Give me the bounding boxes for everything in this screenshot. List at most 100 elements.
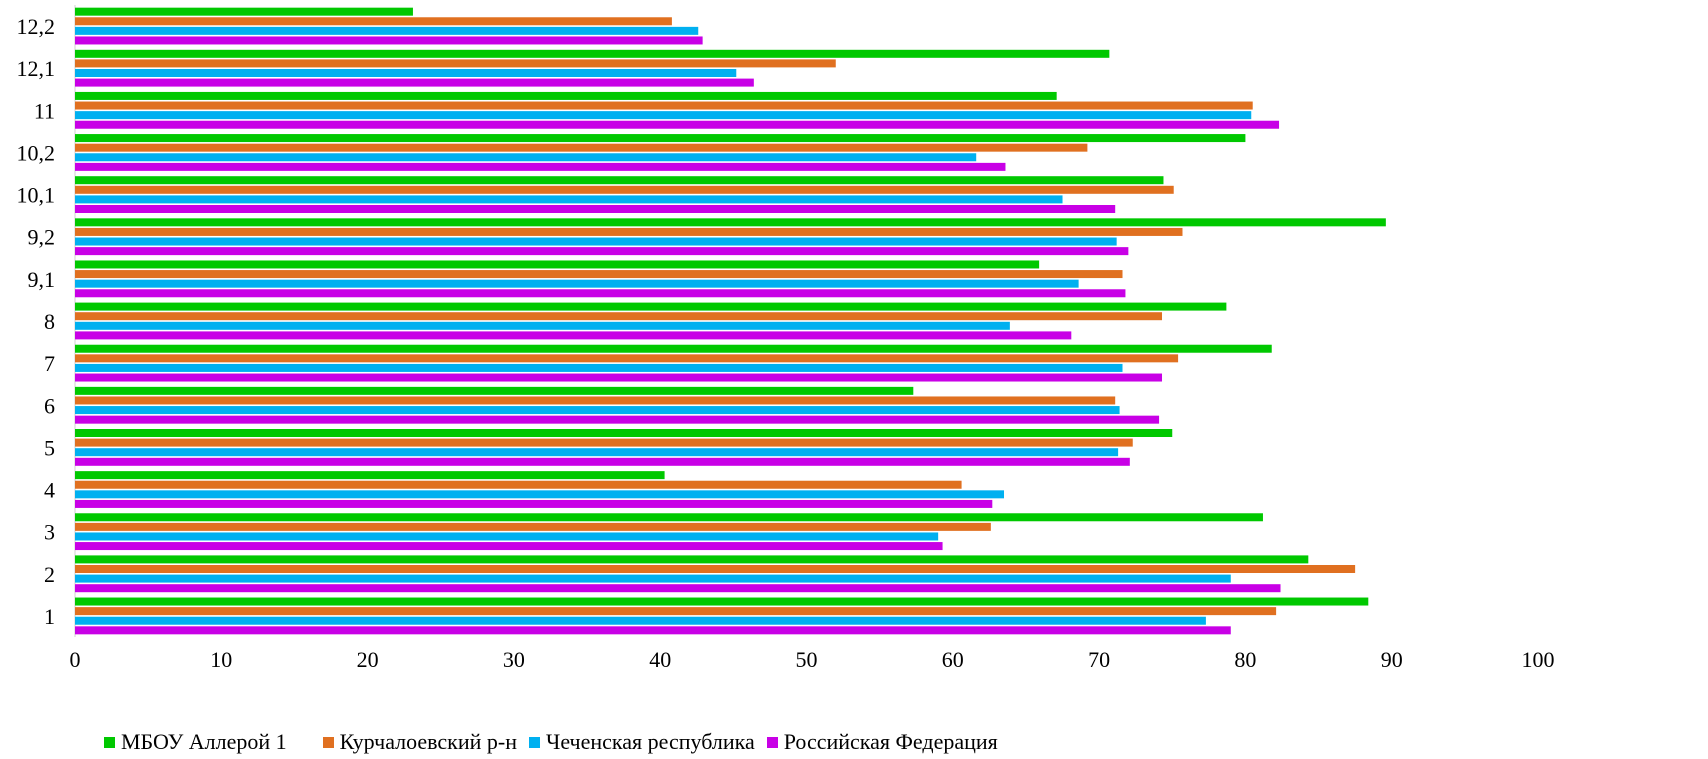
x-tick-label: 70: [1088, 647, 1110, 672]
bar-4-series-2: [75, 480, 962, 489]
category-label: 11: [34, 98, 55, 123]
bar-8-series-2: [75, 312, 1163, 321]
bar-9-2-series-2: [75, 227, 1183, 236]
bar-9-1-series-2: [75, 270, 1123, 279]
bars-layer: [75, 7, 1386, 635]
bar-8-series-3: [75, 321, 1010, 330]
bar-10-1-series-4: [75, 205, 1116, 213]
bar-4-series-1: [75, 471, 665, 480]
legend-swatch: [322, 736, 334, 748]
category-label: 10,2: [17, 140, 56, 165]
bar-11-series-3: [75, 111, 1252, 120]
category-label: 6: [44, 393, 55, 418]
bar-10-1-series-1: [75, 176, 1164, 185]
bar-7-series-1: [75, 344, 1272, 353]
bar-10-1-series-2: [75, 185, 1174, 194]
bar-8-series-1: [75, 302, 1227, 311]
x-tick-label: 60: [942, 647, 964, 672]
bar-2-series-4: [75, 584, 1281, 593]
legend-label: МБОУ Аллерой 1: [121, 729, 287, 754]
category-label: 9,1: [28, 267, 56, 292]
legend-swatch: [104, 736, 115, 748]
category-label: 2: [44, 562, 55, 587]
bar-11-series-1: [75, 91, 1057, 100]
x-tick-label: 50: [796, 647, 818, 672]
x-tick-label: 90: [1381, 647, 1403, 672]
x-tick-labels: 0 10 20 30 40 50 60 70 80 90 100: [70, 647, 1555, 672]
bar-9-1-series-4: [75, 289, 1126, 298]
legend-swatch: [529, 736, 541, 748]
bar-1-series-3: [75, 616, 1206, 625]
bar-10-2-series-2: [75, 143, 1088, 152]
x-tick-label: 10: [210, 647, 232, 672]
bar-12-1-series-4: [75, 78, 754, 87]
bar-6-series-1: [75, 386, 914, 395]
category-label: 5: [44, 435, 55, 460]
legend-item: Российская Федерация: [766, 729, 998, 755]
category-label: 7: [44, 351, 55, 376]
category-labels: 1 2 3 4 5 6 7 8 9,1 9,2 10,1 10,2 11 12,1 12,2: [17, 14, 56, 629]
bar-7-series-2: [75, 354, 1179, 363]
bar-11-series-2: [75, 101, 1253, 110]
bar-9-1-series-3: [75, 279, 1079, 288]
bar-12-2-series-1: [75, 7, 413, 16]
bar-9-2-series-3: [75, 237, 1117, 246]
bar-3-series-2: [75, 522, 991, 531]
bar-5-series-3: [75, 448, 1119, 457]
bar-6-series-4: [75, 415, 1160, 424]
legend: МБОУ Аллерой 1 Курчалоевский р-н Чеченская…: [104, 727, 1010, 757]
bar-4-series-3: [75, 490, 1005, 499]
bar-12-1-series-3: [75, 69, 737, 77]
bar-6-series-2: [75, 396, 1116, 405]
bar-10-1-series-3: [75, 195, 1063, 204]
bar-12-1-series-1: [75, 49, 1110, 58]
legend-label: Чеченская республика: [546, 729, 755, 754]
legend-label: Российская Федерация: [783, 729, 998, 754]
bar-9-1-series-1: [75, 260, 1040, 269]
category-label: 10,1: [17, 183, 56, 208]
bar-12-2-series-2: [75, 17, 672, 26]
bar-8-series-4: [75, 331, 1072, 340]
bar-5-series-4: [75, 457, 1130, 466]
legend-label: Курчалоевский р-н: [339, 729, 518, 754]
bar-5-series-1: [75, 429, 1173, 437]
bar-9-2-series-4: [75, 247, 1129, 256]
category-label: 3: [44, 520, 55, 545]
bar-1-series-4: [75, 626, 1231, 635]
bar-2-series-1: [75, 555, 1309, 564]
bar-7-series-3: [75, 363, 1123, 372]
bar-1-series-2: [75, 607, 1277, 616]
category-label: 9,2: [28, 225, 56, 250]
category-label: 12,2: [17, 14, 56, 39]
bar-1-series-1: [75, 597, 1369, 606]
bar-5-series-2: [75, 438, 1133, 447]
bar-3-series-1: [75, 513, 1263, 522]
bar-10-2-series-3: [75, 153, 977, 162]
bar-7-series-4: [75, 373, 1163, 382]
bar-4-series-4: [75, 499, 993, 508]
category-label: 4: [44, 478, 55, 503]
legend-item: Чеченская республика: [529, 729, 755, 755]
category-label: 1: [44, 604, 55, 629]
x-tick-label: 20: [357, 647, 379, 672]
legend-swatch: [766, 736, 778, 748]
bar-10-2-series-1: [75, 134, 1246, 143]
bar-12-1-series-2: [75, 59, 836, 68]
bar-12-2-series-4: [75, 36, 703, 45]
x-tick-label: 100: [1522, 647, 1555, 672]
bar-3-series-3: [75, 532, 939, 541]
x-tick-label: 40: [649, 647, 671, 672]
bar-2-series-2: [75, 565, 1356, 573]
bar-6-series-3: [75, 406, 1120, 415]
x-tick-label: 0: [70, 647, 81, 672]
bar-2-series-3: [75, 574, 1231, 583]
legend-item: Курчалоевский р-н: [322, 729, 518, 755]
bar-11-series-4: [75, 120, 1280, 129]
x-tick-label: 30: [503, 647, 525, 672]
category-label: 12,1: [17, 56, 56, 81]
legend-item: МБОУ Аллерой 1: [104, 729, 287, 755]
bar-3-series-4: [75, 542, 943, 551]
bar-12-2-series-3: [75, 26, 699, 35]
